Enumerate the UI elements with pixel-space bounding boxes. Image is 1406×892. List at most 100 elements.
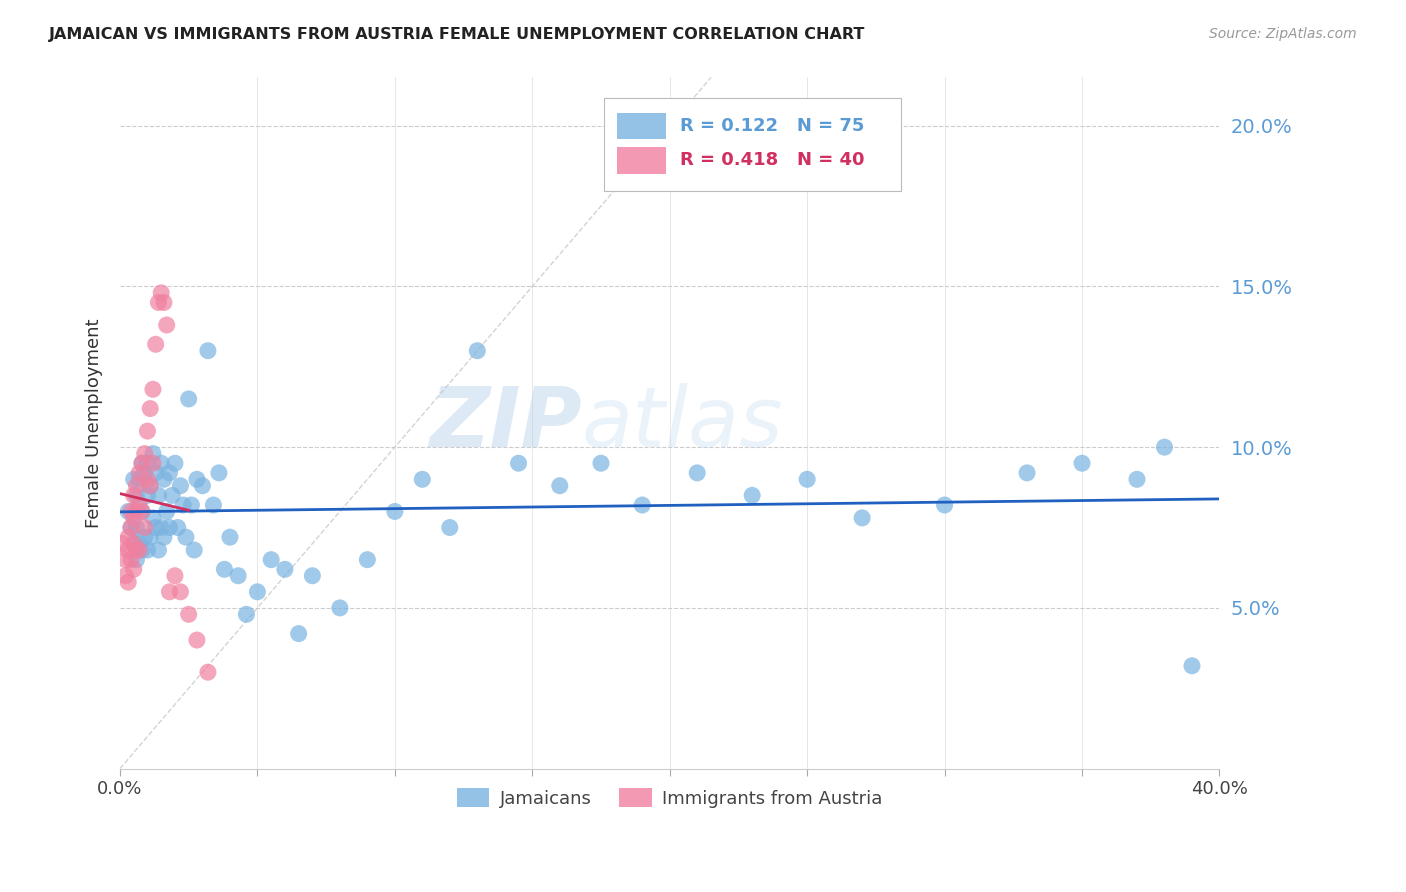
Point [131,504,153,518]
Point [120,520,142,534]
Point [153,295,176,310]
Point [153,530,176,544]
Point [166,520,188,534]
Point [131,456,153,470]
Point [111,536,134,550]
Point [150,285,173,300]
Point [120,552,142,566]
Point [174,530,197,544]
Point [139,479,162,493]
Point [159,466,181,480]
Text: Source: ZipAtlas.com: Source: ZipAtlas.com [1209,27,1357,41]
Point [287,626,309,640]
Point [125,520,148,534]
Point [301,568,323,582]
Point [260,552,283,566]
Point [131,543,153,558]
Point [183,543,205,558]
Point [120,520,142,534]
Point [163,568,186,582]
Point [122,536,145,550]
Point [153,472,176,486]
Point [117,504,139,518]
Text: R = 0.122   N = 75: R = 0.122 N = 75 [679,117,865,135]
Point [145,337,167,351]
Text: JAMAICAN VS IMMIGRANTS FROM AUSTRIA FEMALE UNEMPLOYMENT CORRELATION CHART: JAMAICAN VS IMMIGRANTS FROM AUSTRIA FEMA… [49,27,866,42]
Point [741,488,763,502]
Point [128,472,150,486]
Point [1071,456,1094,470]
Point [131,456,153,470]
Point [150,520,173,534]
Point [548,479,571,493]
Point [934,498,956,512]
Point [117,530,139,544]
FancyBboxPatch shape [603,98,901,192]
Point [686,466,709,480]
Point [120,504,142,518]
Legend: Jamaicans, Immigrants from Austria: Jamaicans, Immigrants from Austria [450,781,890,815]
Point [142,382,165,396]
Point [122,472,145,486]
Point [329,600,352,615]
Point [246,584,269,599]
Point [125,543,148,558]
Point [235,607,257,622]
Point [117,543,139,558]
Point [128,543,150,558]
Point [131,504,153,518]
Point [226,568,249,582]
Point [128,536,150,550]
Point [186,633,208,648]
Point [208,466,231,480]
Point [128,498,150,512]
Point [134,446,156,460]
Point [169,584,191,599]
Text: R = 0.418   N = 40: R = 0.418 N = 40 [679,152,865,169]
Point [156,504,179,518]
Point [177,392,200,406]
Point [169,479,191,493]
Point [114,568,136,582]
Point [159,584,181,599]
Point [134,466,156,480]
Point [125,504,148,518]
Point [177,607,200,622]
Point [122,536,145,550]
Point [139,479,162,493]
Point [180,498,202,512]
Point [125,488,148,502]
Point [156,318,179,332]
Point [148,543,170,558]
Point [191,479,214,493]
Bar [617,147,666,174]
Point [197,343,219,358]
Point [139,530,162,544]
Point [214,562,236,576]
Point [136,456,159,470]
Point [796,472,818,486]
Point [197,665,219,680]
Point [202,498,225,512]
Point [128,466,150,480]
Point [384,504,406,518]
Point [139,401,162,416]
Point [186,472,208,486]
Text: ZIP: ZIP [429,383,582,464]
Point [219,530,242,544]
Point [439,520,461,534]
Point [142,511,165,525]
Text: atlas: atlas [582,383,783,464]
Point [163,456,186,470]
Point [142,446,165,460]
Point [134,530,156,544]
Point [631,498,654,512]
Point [150,456,173,470]
Point [148,295,170,310]
Point [508,456,530,470]
Point [1126,472,1149,486]
Point [122,562,145,576]
Point [411,472,433,486]
Point [851,511,873,525]
Point [134,520,156,534]
